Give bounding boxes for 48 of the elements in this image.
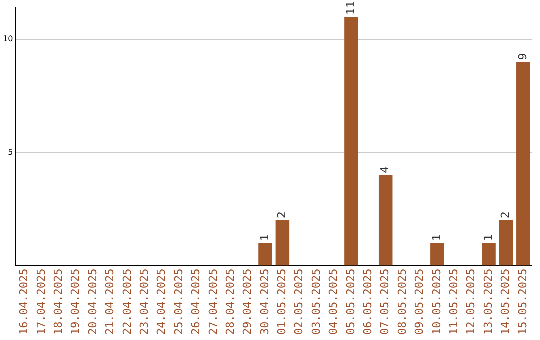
- x-tick-label: 24.04.2025: [155, 268, 168, 336]
- bar: [378, 175, 393, 266]
- x-tick-label: 05.05.2025: [344, 268, 358, 336]
- x-tick-label: 07.05.2025: [378, 268, 392, 336]
- x-tick-label: 14.05.2025: [499, 268, 512, 336]
- x-tick-label: 16.04.2025: [18, 268, 31, 336]
- x-tick-label: 29.04.2025: [241, 268, 254, 336]
- x-tick-label: 09.05.2025: [413, 268, 426, 336]
- x-tick-label: 22.04.2025: [120, 268, 134, 336]
- data-label: 1: [258, 234, 272, 242]
- data-label: 11: [344, 1, 358, 16]
- y-tick-label: 10: [2, 34, 14, 44]
- x-tick-label: 06.05.2025: [362, 268, 375, 336]
- x-tick-label: 11.05.2025: [447, 268, 460, 336]
- x-tick-label: 04.05.2025: [327, 268, 340, 336]
- x-tick-label: 21.04.2025: [104, 268, 117, 336]
- x-tick-label: 23.04.2025: [138, 268, 151, 336]
- x-tick-label: 12.05.2025: [464, 268, 478, 336]
- y-tick-label: 5: [8, 148, 14, 157]
- bar: [499, 220, 514, 266]
- bar: [344, 17, 358, 266]
- data-label: 2: [499, 212, 512, 219]
- x-tick-label: 13.05.2025: [482, 268, 495, 336]
- data-label: 9: [516, 53, 530, 60]
- x-tick-label: 03.05.2025: [310, 268, 323, 336]
- x-tick-label: 08.05.2025: [396, 268, 409, 336]
- data-label: 1: [482, 234, 495, 242]
- bar: [482, 243, 496, 266]
- x-tick-label: 25.04.2025: [172, 268, 186, 336]
- x-tick-label: 01.05.2025: [276, 268, 289, 336]
- bar: [258, 243, 272, 266]
- x-tick-label: 30.04.2025: [258, 268, 272, 336]
- x-tick-label: 15.05.2025: [516, 268, 530, 336]
- x-tick-label: 19.04.2025: [69, 268, 82, 336]
- x-tick-label: 27.04.2025: [206, 268, 220, 336]
- data-label: 4: [378, 166, 392, 174]
- x-tick-label: 10.05.2025: [430, 268, 444, 336]
- data-label: 2: [276, 212, 289, 219]
- x-tick-label: 18.04.2025: [52, 268, 66, 336]
- x-tick-label: 26.04.2025: [190, 268, 203, 336]
- bar: [276, 220, 290, 266]
- x-tick-label: 28.04.2025: [224, 268, 237, 336]
- bar: [430, 243, 444, 266]
- x-tick-label: 20.04.2025: [86, 268, 100, 336]
- x-tick-label: 02.05.2025: [292, 268, 306, 336]
- data-label: 1: [430, 234, 444, 242]
- x-tick-label: 17.04.2025: [34, 268, 48, 336]
- bar: [516, 62, 530, 266]
